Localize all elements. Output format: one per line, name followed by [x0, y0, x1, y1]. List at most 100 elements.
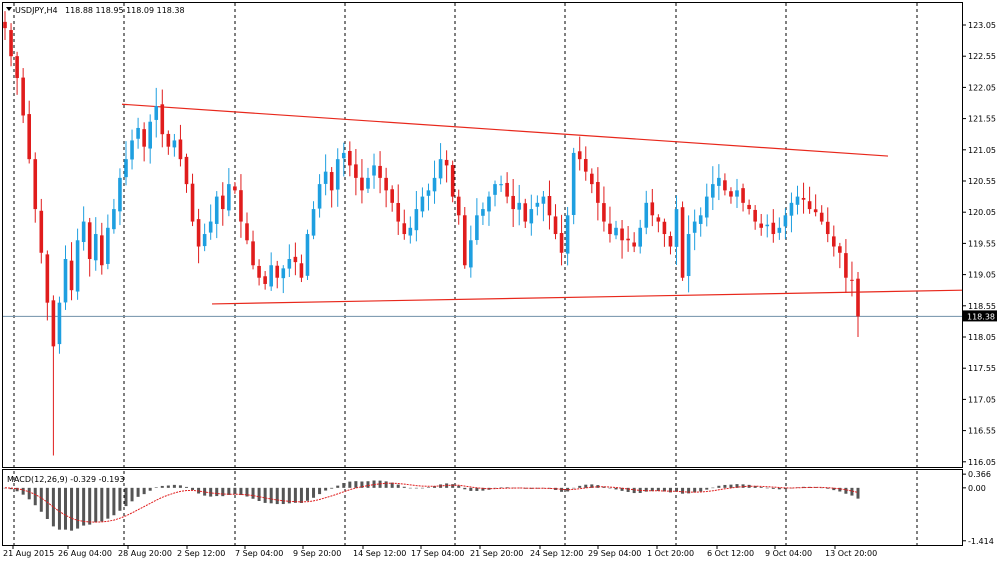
candle-bear: [680, 207, 685, 278]
macd-bar: [130, 487, 134, 502]
candle-bear: [384, 177, 388, 191]
macd-bar: [783, 487, 787, 490]
macd-bar: [215, 487, 219, 497]
y-tick-label: 116.05: [968, 458, 996, 467]
candle-bull: [154, 106, 159, 120]
candle-bull: [493, 184, 497, 195]
macd-bar: [257, 487, 261, 501]
candle-bull: [112, 209, 116, 230]
candle-bull: [692, 221, 697, 233]
dropdown-triangle-icon[interactable]: [6, 7, 12, 11]
x-tick-label: 9 Sep 20:00: [293, 549, 341, 558]
candle-bull: [118, 177, 122, 212]
candle-bear: [505, 182, 509, 197]
x-tick-label: 21 Aug 2015: [3, 549, 54, 558]
macd-bar: [626, 487, 630, 492]
macd-bar: [287, 487, 291, 504]
candle-bull: [487, 196, 491, 212]
macd-bar: [299, 487, 303, 503]
candle-bull: [535, 202, 540, 207]
candle-bull: [106, 227, 110, 264]
candle-bull: [202, 234, 207, 247]
macd-bar: [620, 487, 624, 491]
x-tick-label: 14 Sep 12:00: [353, 549, 406, 558]
candle-bear: [396, 203, 401, 222]
macd-bar: [699, 487, 703, 492]
x-axis: 21 Aug 2015 26 Aug 04:00 28 Aug 20:00 2 Sep…: [3, 545, 877, 558]
macd-bar: [717, 485, 721, 488]
candle-bull: [541, 196, 546, 204]
macd-bar: [426, 487, 430, 488]
macd-bar: [420, 487, 424, 489]
macd-bar: [63, 487, 67, 530]
macd-bar: [711, 487, 715, 489]
macd-bar: [360, 481, 364, 488]
candle-bear: [390, 189, 394, 203]
candle-bull: [75, 240, 80, 292]
macd-bar: [808, 486, 812, 488]
candle-bull: [148, 121, 152, 149]
x-tick-label: 6 Oct 12:00: [707, 549, 754, 558]
y-axis: 123.05 122.55 122.05 121.55 121.05 120.55 120.…: [962, 21, 996, 467]
macd-bar: [729, 484, 733, 488]
macd-label: MACD(12,26,9) -0.329 -0.193: [7, 475, 124, 484]
macd-bar: [281, 487, 285, 505]
candle-bear: [819, 212, 824, 222]
macd-bar: [602, 486, 606, 488]
candle-bull: [57, 302, 62, 345]
macd-bar: [384, 481, 388, 488]
macd-bar: [541, 487, 545, 489]
candle-bull: [63, 259, 68, 303]
ohlc-label: 118.88 118.95 118.09 118.38: [65, 6, 185, 15]
candle-bull: [281, 268, 286, 279]
macd-bar: [342, 483, 346, 488]
macd-bar: [21, 487, 25, 495]
candle-bull: [674, 209, 679, 247]
candle-bear: [51, 300, 56, 347]
candle-bear: [602, 203, 606, 222]
candle-bull: [420, 196, 425, 212]
candle-bear: [656, 217, 661, 222]
candle-bull: [287, 259, 292, 269]
macd-bar: [154, 487, 158, 488]
macd-bar: [318, 487, 322, 495]
y-tick-label: 118.55: [968, 302, 996, 311]
y-tick-label: 120.55: [968, 177, 996, 186]
macd-bar: [166, 485, 170, 488]
candle-bear: [245, 223, 249, 241]
candle-bull: [172, 140, 177, 148]
macd-bar: [293, 487, 297, 503]
macd-pane: [3, 480, 860, 531]
candle-bull: [438, 159, 443, 179]
candle-bull: [130, 140, 134, 160]
macd-bar: [632, 487, 636, 494]
symbol-label: USDJPY,H4: [15, 6, 58, 15]
candle-bear: [39, 210, 44, 253]
macd-bar: [572, 487, 576, 489]
candle-bull: [208, 221, 213, 233]
macd-bar: [547, 487, 551, 489]
macd-bar: [330, 487, 334, 489]
candle-bear: [813, 209, 818, 213]
macd-bar: [535, 487, 539, 489]
candle-bear: [178, 139, 183, 160]
macd-bar: [336, 485, 340, 488]
macd-bar: [408, 487, 412, 489]
candle-bull: [571, 152, 576, 215]
candle-bear: [844, 253, 848, 278]
macd-y-tick-label: -1.414: [968, 537, 994, 546]
macd-bar: [505, 487, 509, 488]
macd-bar: [209, 487, 213, 497]
candle-bear: [263, 276, 267, 284]
macd-bar: [100, 487, 104, 522]
macd-bar: [82, 487, 86, 526]
macd-bar: [693, 487, 697, 493]
y-tick-label: 120.05: [968, 208, 996, 217]
candle-bull: [227, 184, 231, 211]
candle-bear: [747, 204, 751, 210]
candle-bear: [590, 173, 594, 185]
y-tick-label: 123.05: [968, 21, 996, 30]
macd-bar: [802, 486, 806, 488]
macd-bar: [27, 487, 31, 500]
macd-bar: [777, 487, 781, 490]
